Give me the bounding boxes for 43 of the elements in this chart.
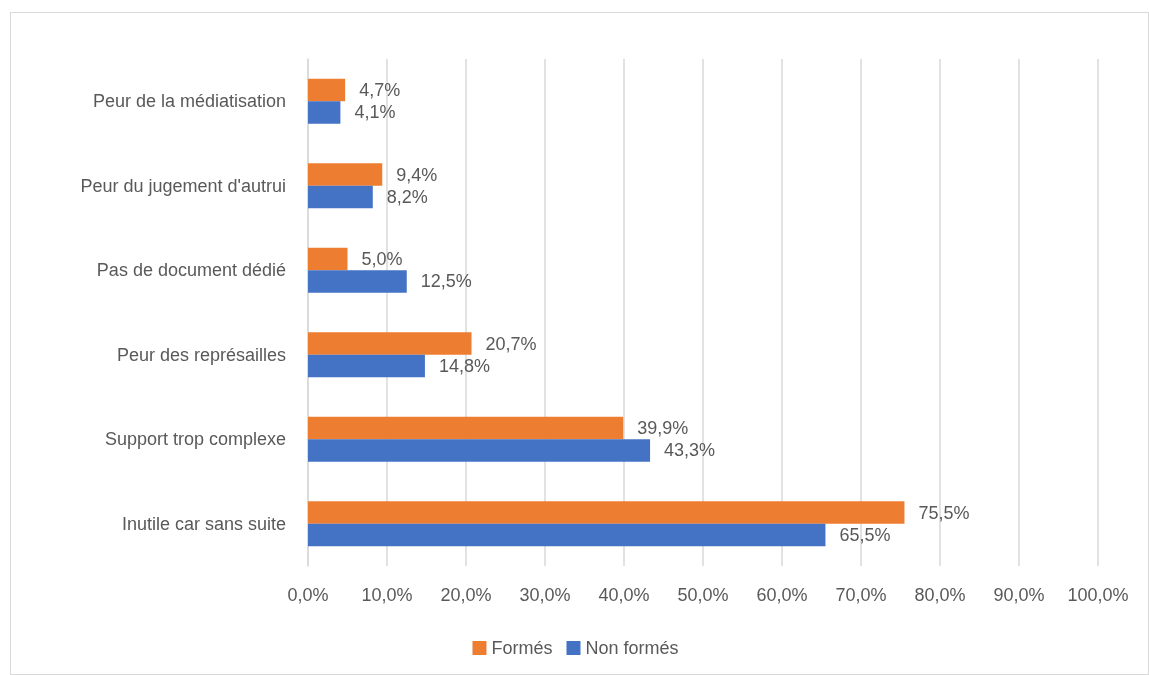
bar — [308, 332, 472, 355]
legend-label: Non formés — [585, 638, 679, 658]
x-tick-label: 60,0% — [756, 585, 808, 605]
bar — [308, 163, 383, 186]
data-label: 14,8% — [438, 355, 490, 376]
data-label: 5,0% — [361, 249, 403, 270]
bar — [308, 354, 425, 378]
bar — [308, 501, 905, 524]
bar — [308, 416, 624, 440]
y-tick-label: Peur du jugement d'autrui — [80, 175, 286, 196]
data-label: 9,4% — [396, 164, 438, 185]
y-tick-label: Inutile car sans suite — [121, 513, 286, 534]
data-label: 20,7% — [485, 333, 537, 354]
x-tick-label: 100,0% — [1067, 585, 1129, 605]
x-tick-label: 80,0% — [914, 585, 966, 605]
y-tick-label: Peur de la médiatisation — [92, 91, 286, 112]
y-tick-label: Support trop complexe — [104, 429, 286, 450]
bar — [308, 101, 341, 124]
x-tick-label: 50,0% — [677, 585, 729, 605]
x-tick-label: 30,0% — [519, 585, 571, 605]
x-tick-label: 40,0% — [598, 585, 650, 605]
x-tick-label: 10,0% — [361, 585, 413, 605]
bar — [308, 523, 826, 547]
legend-label: Formés — [491, 638, 553, 658]
data-label: 43,3% — [664, 440, 716, 461]
bar — [308, 270, 407, 293]
data-label: 8,2% — [386, 186, 428, 207]
x-tick-label: 70,0% — [835, 585, 887, 605]
x-tick-label: 20,0% — [440, 585, 492, 605]
x-tick-label: 90,0% — [993, 585, 1045, 605]
data-label: 4,7% — [359, 80, 401, 101]
data-label: 39,9% — [637, 418, 689, 439]
y-tick-label: Pas de document dédié — [96, 260, 286, 281]
data-label: 65,5% — [839, 524, 891, 545]
bar — [308, 439, 651, 462]
y-tick-label: Peur des représailles — [116, 344, 286, 365]
data-label: 75,5% — [918, 502, 970, 523]
bar — [308, 247, 348, 271]
bar — [308, 185, 373, 209]
x-tick-label: 0,0% — [287, 585, 329, 605]
bar — [308, 78, 346, 102]
data-label: 12,5% — [420, 271, 472, 292]
data-label: 4,1% — [354, 102, 396, 123]
